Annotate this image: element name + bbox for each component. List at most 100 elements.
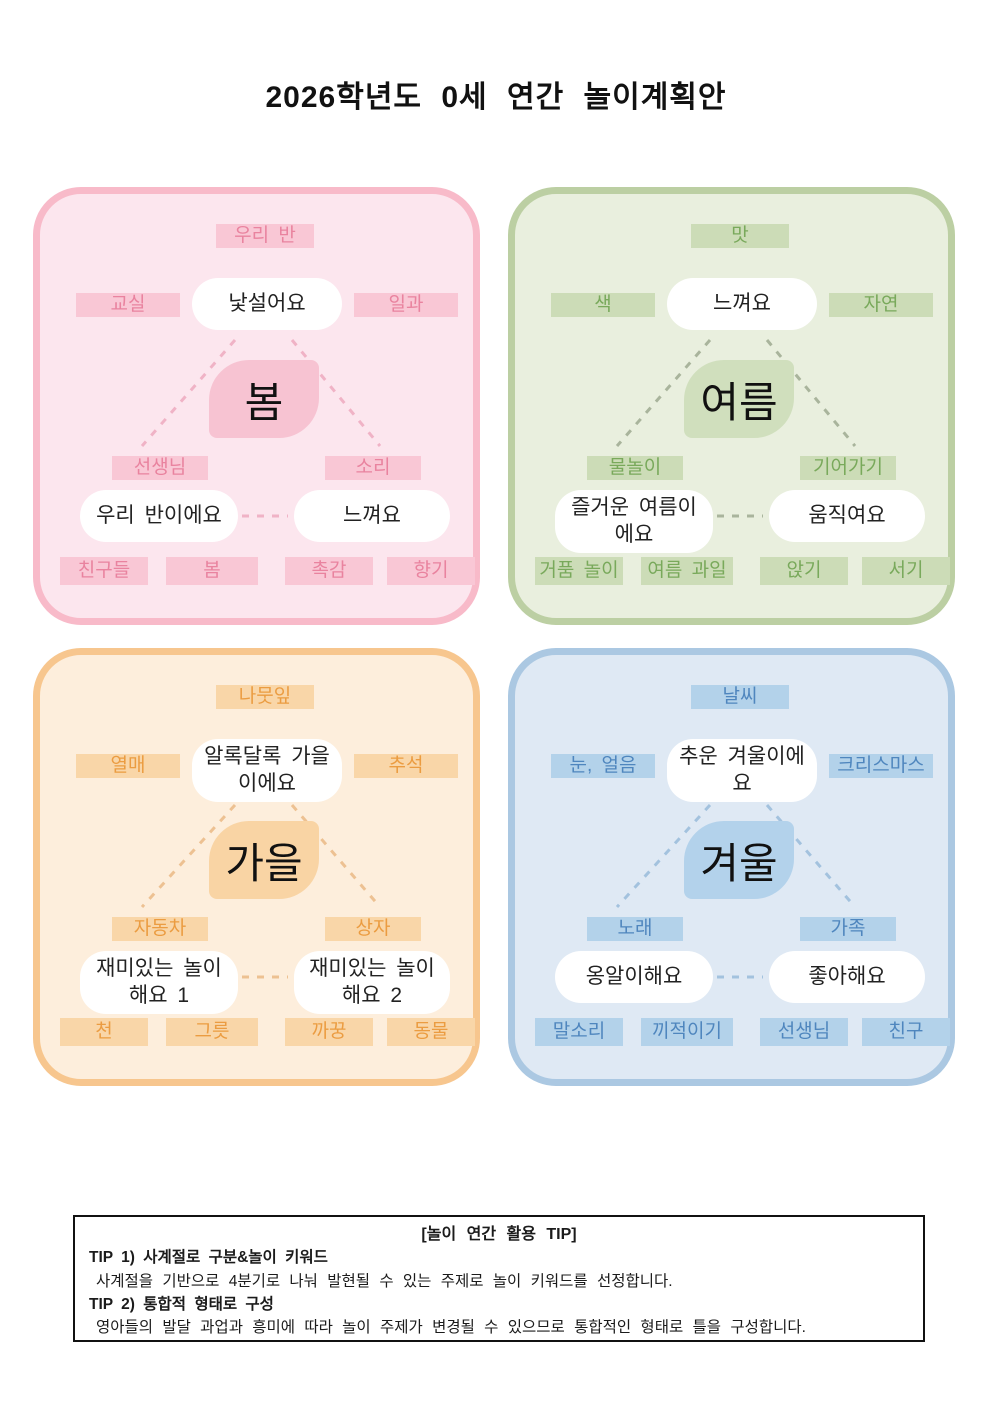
keyword-tag-bottom: 촉감	[285, 557, 373, 585]
keyword-tag-left: 교실	[76, 293, 180, 317]
season-panel-spring: 우리 반 교실 낯설어요 일과 봄 선생님 소리 우리 반이에요 느껴요 친구들…	[33, 187, 480, 625]
keyword-tag-midright: 기어가기	[800, 456, 896, 480]
theme-box-center: 추운 겨울이에요	[667, 739, 817, 802]
theme-box-right: 느껴요	[294, 490, 450, 542]
keyword-tag-bottom: 친구	[862, 1018, 950, 1046]
theme-box-left: 재미있는 놀이해요 1	[80, 951, 238, 1014]
season-label: 가을	[209, 821, 319, 899]
keyword-tag-bottom: 그릇	[166, 1018, 258, 1046]
keyword-tag-bottom: 거품 놀이	[535, 557, 623, 585]
keyword-tag-right: 자연	[829, 293, 933, 317]
keyword-tag-midleft: 물놀이	[587, 456, 683, 480]
season-panel-winter: 날씨 눈, 얼음 추운 겨울이에요 크리스마스 겨울 노래 가족 옹알이해요 좋…	[508, 648, 955, 1086]
keyword-tag-midleft: 노래	[587, 917, 683, 941]
keyword-label: 기어가기	[813, 456, 883, 478]
tip-2-heading: TIP 2) 통합적 형태로 구성	[89, 1295, 274, 1313]
keyword-label: 그릇	[194, 1020, 230, 1042]
theme-box-left: 즐거운 여름이에요	[555, 490, 713, 553]
keyword-label: 크리스마스	[837, 754, 925, 776]
keyword-label: 끼적이기	[652, 1020, 722, 1042]
keyword-label: 자연	[863, 293, 899, 315]
keyword-label: 친구들	[77, 559, 131, 581]
keyword-tag-bottom: 여름 과일	[641, 557, 733, 585]
theme-box-center: 낯설어요	[192, 278, 342, 330]
keyword-label: 색	[594, 293, 612, 315]
keyword-tag-top: 나뭇잎	[216, 685, 314, 709]
keyword-tag-bottom: 앉기	[760, 557, 848, 585]
keyword-tag-bottom: 향기	[387, 557, 475, 585]
keyword-tag-top: 우리 반	[216, 224, 314, 248]
theme-box-left: 우리 반이에요	[80, 490, 238, 542]
tip-1-heading: TIP 1) 사계절로 구분&놀이 키워드	[89, 1249, 328, 1267]
keyword-label: 가족	[830, 917, 866, 939]
keyword-tag-bottom: 봄	[166, 557, 258, 585]
keyword-tag-bottom: 선생님	[760, 1018, 848, 1046]
keyword-label: 선생님	[133, 456, 187, 478]
theme-box-right: 좋아해요	[769, 951, 925, 1003]
season-label: 겨울	[684, 821, 794, 899]
keyword-label: 교실	[110, 293, 146, 315]
keyword-label: 물놀이	[608, 456, 662, 478]
theme-box-left: 옹알이해요	[555, 951, 713, 1003]
theme-box-right: 재미있는 놀이해요 2	[294, 951, 450, 1014]
keyword-label: 서기	[888, 559, 924, 581]
keyword-tag-bottom: 천	[60, 1018, 148, 1046]
keyword-tag-right: 일과	[354, 293, 458, 317]
keyword-label: 나뭇잎	[238, 685, 292, 707]
keyword-label: 향기	[413, 559, 449, 581]
keyword-tag-top: 맛	[691, 224, 789, 248]
theme-box-center: 느껴요	[667, 278, 817, 330]
keyword-tag-right: 크리스마스	[829, 754, 933, 778]
page-title: 2026학년도 0세 연간 놀이계획안	[265, 81, 727, 114]
keyword-tag-midright: 가족	[800, 917, 896, 941]
keyword-label: 상자	[355, 917, 391, 939]
theme-box-right: 움직여요	[769, 490, 925, 542]
keyword-tag-top: 날씨	[691, 685, 789, 709]
keyword-label: 일과	[388, 293, 424, 315]
keyword-label: 친구	[888, 1020, 924, 1042]
tip-box: [놀이 연간 활용 TIP] TIP 1) 사계절로 구분&놀이 키워드 사계절…	[73, 1215, 925, 1342]
keyword-tag-bottom: 끼적이기	[641, 1018, 733, 1046]
keyword-label: 열매	[110, 754, 146, 776]
keyword-tag-left: 색	[551, 293, 655, 317]
keyword-tag-bottom: 말소리	[535, 1018, 623, 1046]
keyword-label: 소리	[355, 456, 391, 478]
keyword-label: 앉기	[786, 559, 822, 581]
keyword-label: 천	[95, 1020, 113, 1042]
keyword-tag-bottom: 까꿍	[285, 1018, 373, 1046]
keyword-label: 선생님	[777, 1020, 831, 1042]
keyword-label: 동물	[413, 1020, 449, 1042]
keyword-label: 우리 반	[234, 224, 296, 246]
season-panel-summer: 맛 색 느껴요 자연 여름 물놀이 기어가기 즐거운 여름이에요 움직여요 거품…	[508, 187, 955, 625]
keyword-tag-bottom: 서기	[862, 557, 950, 585]
season-label: 여름	[684, 360, 794, 438]
tip-2-body: 영아들의 발달 과업과 흥미에 따라 놀이 주제가 변경될 수 있으므로 통합적…	[96, 1319, 806, 1337]
keyword-tag-left: 열매	[76, 754, 180, 778]
keyword-tag-midright: 소리	[325, 456, 421, 480]
keyword-tag-bottom: 동물	[387, 1018, 475, 1046]
keyword-tag-bottom: 친구들	[60, 557, 148, 585]
keyword-tag-right: 추석	[354, 754, 458, 778]
keyword-label: 말소리	[552, 1020, 606, 1042]
keyword-tag-midleft: 선생님	[112, 456, 208, 480]
keyword-label: 눈, 얼음	[569, 754, 637, 776]
keyword-tag-midright: 상자	[325, 917, 421, 941]
tip-1-body: 사계절을 기반으로 4분기로 나눠 발현될 수 있는 주제로 놀이 키워드를 선…	[96, 1272, 673, 1290]
keyword-label: 봄	[203, 559, 221, 581]
keyword-tag-left: 눈, 얼음	[551, 754, 655, 778]
keyword-label: 날씨	[722, 685, 758, 707]
season-panel-autumn: 나뭇잎 열매 알록달록 가을이에요 추석 가을 자동차 상자 재미있는 놀이해요…	[33, 648, 480, 1086]
tip-box-title: [놀이 연간 활용 TIP]	[421, 1226, 577, 1243]
keyword-label: 촉감	[311, 559, 347, 581]
theme-box-center: 알록달록 가을이에요	[192, 739, 342, 802]
keyword-label: 자동차	[133, 917, 187, 939]
keyword-label: 까꿍	[311, 1020, 347, 1042]
keyword-label: 노래	[617, 917, 653, 939]
keyword-label: 여름 과일	[647, 559, 727, 581]
keyword-label: 거품 놀이	[539, 559, 619, 581]
keyword-tag-midleft: 자동차	[112, 917, 208, 941]
keyword-label: 추석	[388, 754, 424, 776]
season-label: 봄	[209, 360, 319, 438]
keyword-label: 맛	[731, 224, 749, 246]
